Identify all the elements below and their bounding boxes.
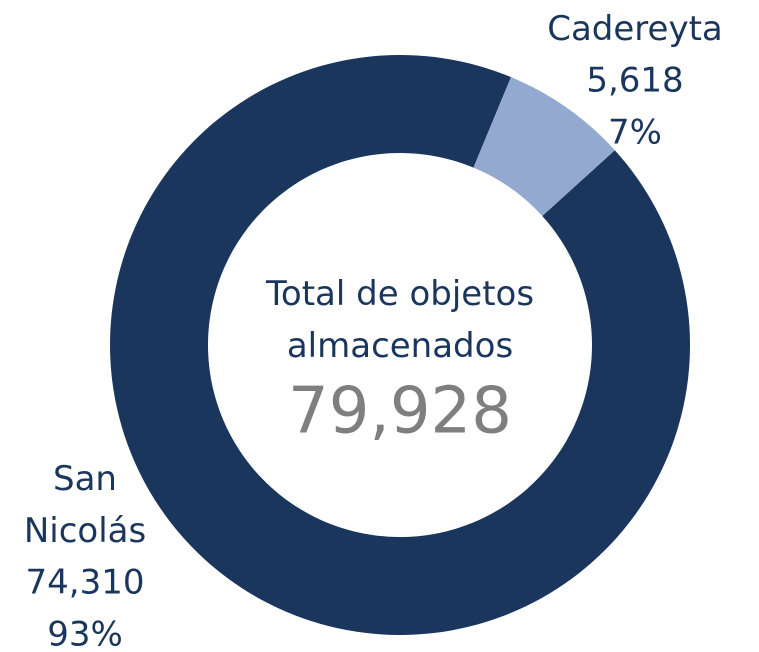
value-label: 5,618 [586,61,683,101]
donut-slice [473,77,615,217]
percentage-label: 93% [47,615,123,652]
center-text: Total de objetos almacenados [265,274,534,366]
value-label: 74,310 [26,563,145,603]
percentage-label: 7% [608,113,662,153]
donut-slice [110,55,691,636]
total-label: 79,928 [288,375,512,449]
category-label: Cadereyta [547,9,723,49]
category-label: San Nicolás [24,459,146,551]
